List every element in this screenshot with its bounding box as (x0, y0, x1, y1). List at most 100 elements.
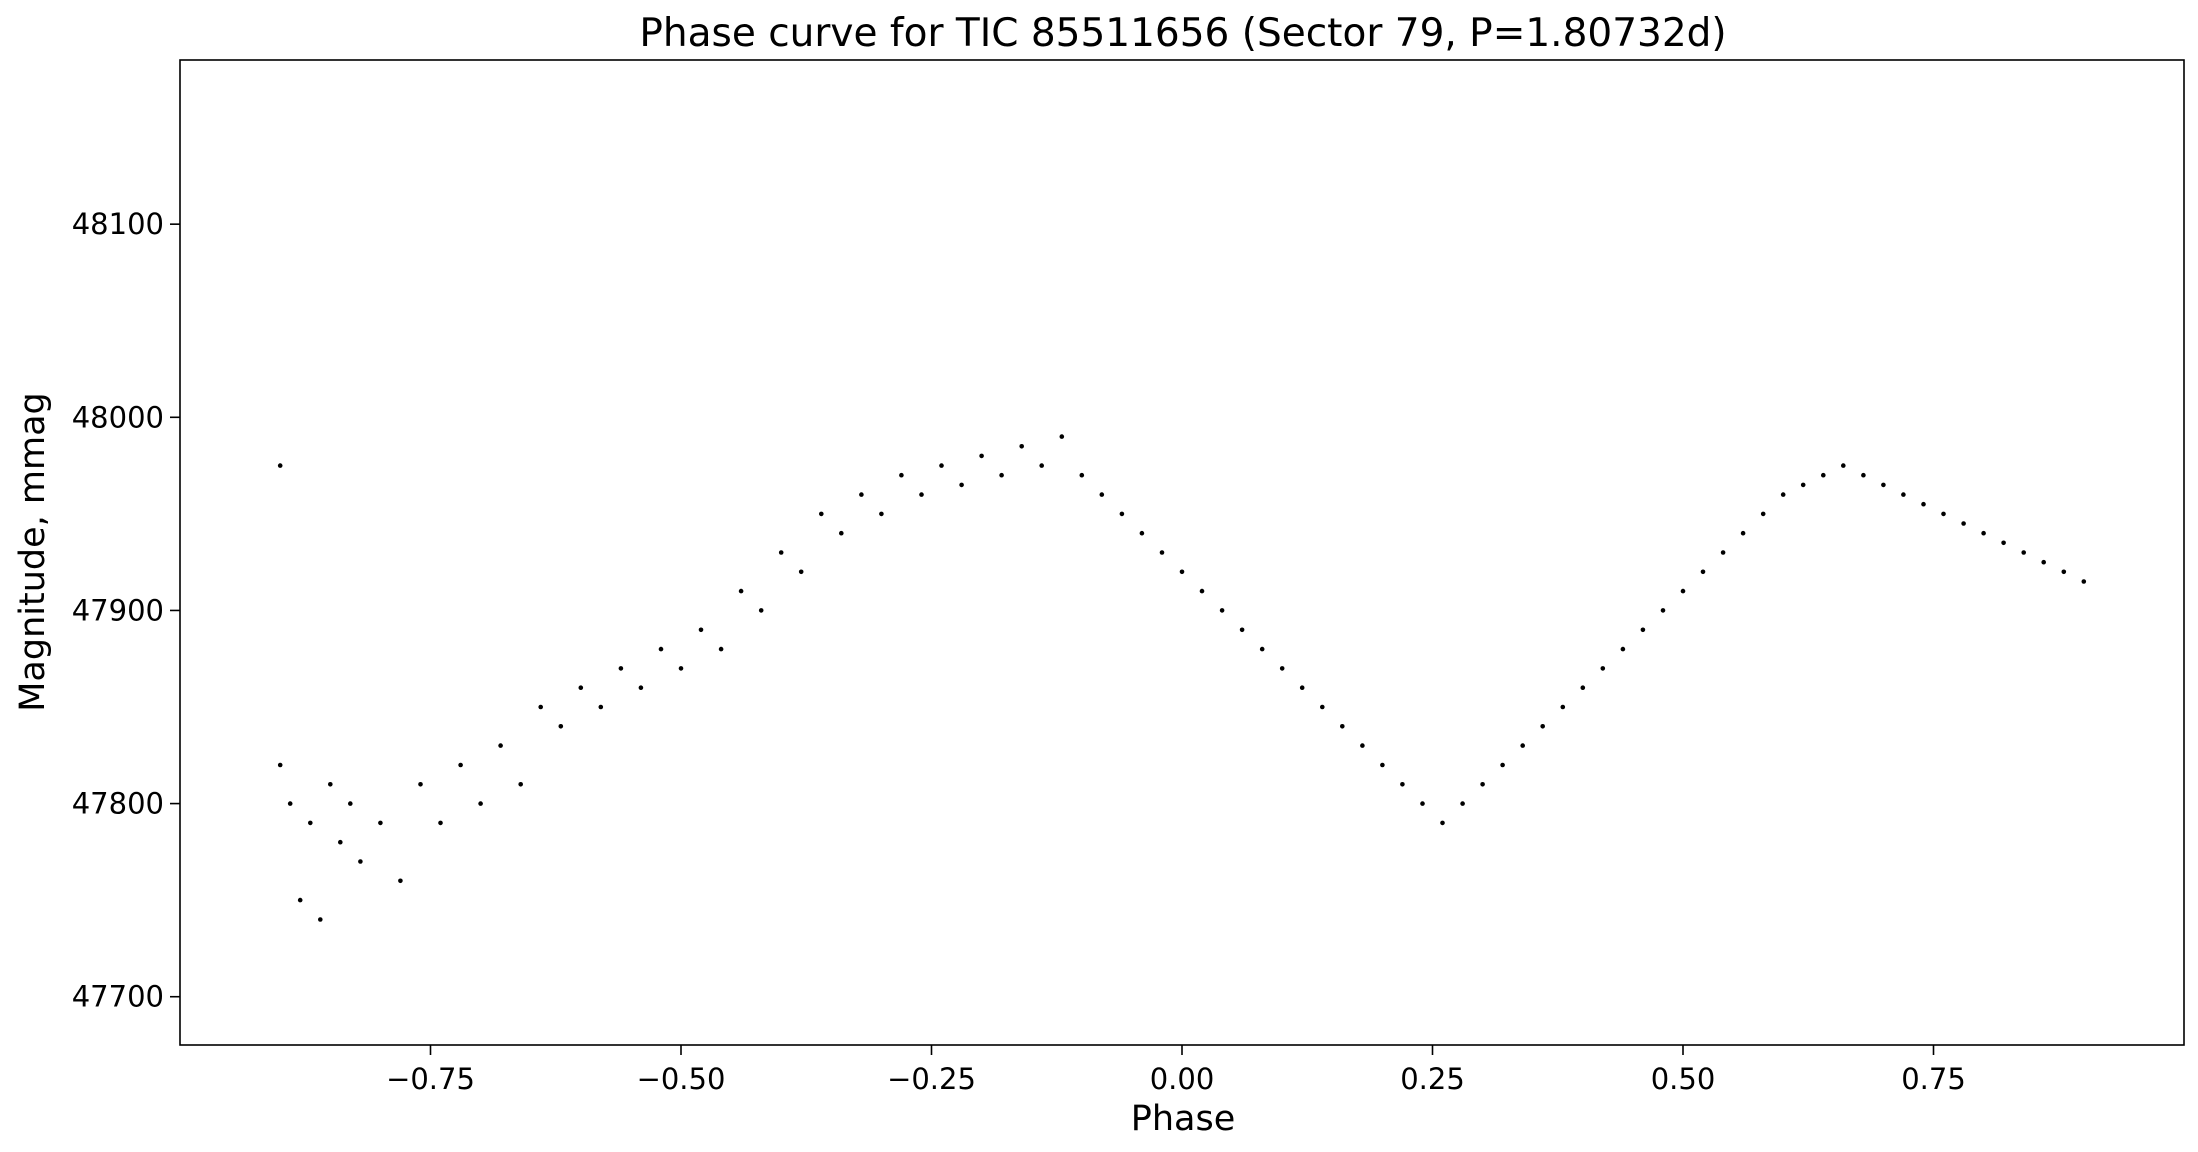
data-point (1760, 511, 1766, 517)
data-point (1881, 482, 1886, 488)
data-point (1139, 530, 1145, 536)
y-tick-label: 47900 (72, 593, 164, 627)
data-point (1039, 463, 1044, 468)
data-point (1360, 743, 1365, 748)
data-point (1340, 724, 1345, 729)
data-point (318, 917, 323, 922)
data-point (1700, 569, 1706, 575)
data-point (438, 820, 443, 826)
data-point (1179, 569, 1185, 575)
data-point (1740, 530, 1746, 536)
data-point (859, 492, 864, 497)
data-point (1460, 801, 1465, 806)
data-point (919, 492, 924, 497)
data-point (2061, 569, 2067, 575)
data-point (2041, 559, 2046, 565)
data-point (578, 685, 584, 690)
data-point (819, 511, 824, 517)
data-point (1259, 646, 1265, 652)
data-point (2001, 540, 2006, 546)
data-point (308, 820, 313, 826)
x-tick-label: 0.50 (1651, 1062, 1716, 1096)
y-axis-label: Magnitude, mmag (13, 392, 53, 712)
data-point (1279, 666, 1285, 671)
data-point (1921, 501, 1926, 507)
data-point (2021, 550, 2026, 555)
y-tick-label: 47700 (72, 980, 164, 1014)
data-point (1620, 646, 1626, 652)
data-point (1680, 588, 1686, 594)
data-point (1600, 666, 1606, 671)
data-point (979, 453, 984, 459)
y-tick-label: 47800 (72, 787, 164, 821)
data-point (277, 762, 283, 768)
data-point (939, 463, 944, 468)
data-point (1380, 762, 1385, 768)
data-point (338, 839, 343, 845)
data-point (1119, 511, 1125, 517)
data-point (718, 646, 724, 652)
x-tick-label: −0.50 (637, 1062, 726, 1096)
data-point (1560, 704, 1566, 710)
plot-area (179, 59, 2185, 1046)
x-axis-label: Phase (1131, 1099, 1236, 1139)
data-point (698, 627, 704, 633)
y-tick-label: 48000 (72, 400, 164, 434)
data-point (598, 704, 604, 710)
x-tick-label: 0.00 (1150, 1062, 1215, 1096)
y-tick-label: 48100 (72, 207, 164, 241)
data-point (1981, 530, 1986, 536)
data-point (1099, 492, 1105, 497)
data-point (277, 463, 283, 468)
data-point (458, 762, 463, 768)
data-point (1861, 472, 1866, 478)
data-point (1219, 608, 1225, 613)
x-tick-label: 0.75 (1901, 1062, 1966, 1096)
chart-title: Phase curve for TIC 85511656 (Sector 79,… (639, 11, 1726, 56)
x-tick-label: −0.25 (887, 1062, 976, 1096)
y-axis-ticks: 47700 47800 47900 48000 48100 (72, 207, 180, 1014)
x-tick-label: −0.75 (386, 1062, 475, 1096)
data-point (398, 878, 403, 884)
data-point (358, 859, 363, 864)
data-point (1780, 492, 1786, 497)
data-point (1821, 472, 1826, 478)
data-point (1800, 482, 1806, 488)
data-point (558, 724, 564, 729)
data-point (1660, 608, 1666, 613)
data-point (738, 588, 744, 594)
x-tick-label: 0.25 (1400, 1062, 1465, 1096)
data-point (959, 482, 964, 488)
data-point (1500, 762, 1505, 768)
data-point (778, 550, 784, 555)
data-point (1400, 782, 1405, 787)
data-point (1520, 743, 1525, 748)
data-point (1901, 492, 1906, 497)
data-point (1580, 685, 1586, 690)
data-point (758, 608, 764, 613)
data-point (678, 666, 684, 671)
data-point (999, 472, 1004, 478)
data-point (1059, 434, 1065, 439)
data-point (879, 511, 884, 517)
data-point (1299, 685, 1305, 690)
data-point (1480, 782, 1485, 787)
data-point (1199, 588, 1205, 594)
data-point (1841, 463, 1846, 468)
data-point (348, 801, 353, 806)
data-point (538, 704, 543, 710)
data-point (418, 782, 423, 787)
data-point (1941, 511, 1946, 517)
data-point (518, 782, 523, 787)
data-point (658, 646, 664, 652)
data-point (1019, 444, 1024, 449)
data-point (1440, 820, 1445, 826)
data-point (618, 666, 624, 671)
scatter-points (277, 434, 2087, 922)
data-point (899, 472, 904, 478)
data-point (1320, 704, 1325, 710)
data-point (638, 685, 644, 690)
data-point (1420, 801, 1425, 806)
data-point (297, 897, 303, 903)
